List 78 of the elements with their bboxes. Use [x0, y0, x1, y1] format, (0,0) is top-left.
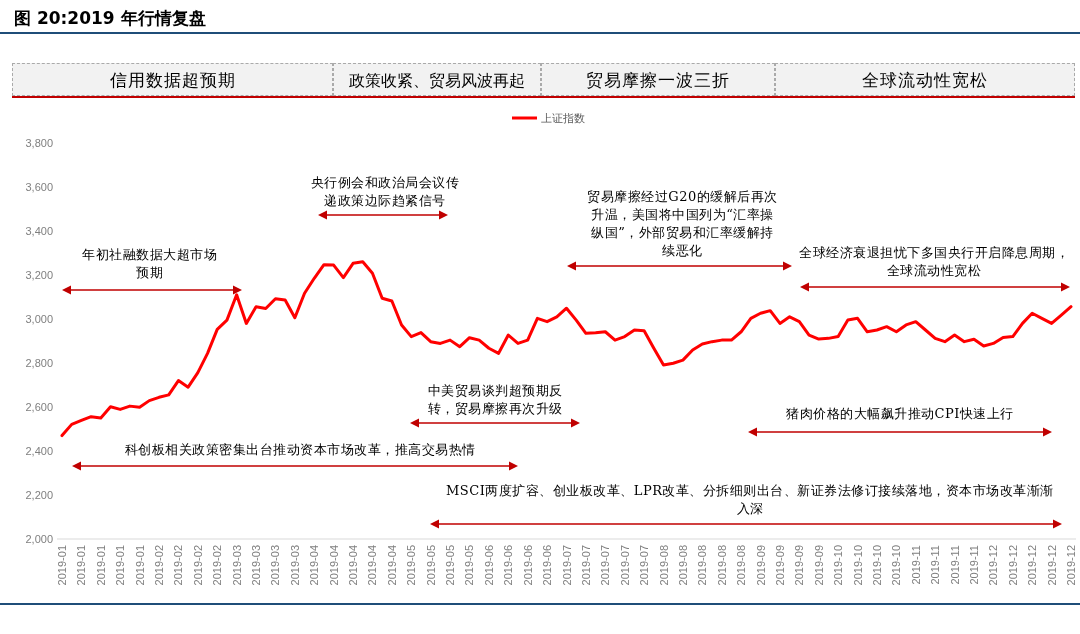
x-tick-label: 2019-09 [812, 545, 825, 586]
x-tick-label: 2019-08 [657, 545, 670, 586]
y-tick-label: 3,200 [25, 269, 53, 281]
x-tick-label: 2019-04 [308, 545, 321, 586]
x-tick-label: 2019-11 [967, 545, 980, 585]
x-tick-label: 2019-12 [1065, 545, 1077, 586]
x-tick-label: 2019-08 [715, 545, 728, 586]
text: 信用数据超预期 [12, 63, 333, 96]
x-tick-label: 2019-08 [676, 545, 689, 586]
x-tick-label: 2019-08 [696, 545, 709, 586]
y-tick-label: 2,600 [25, 401, 53, 413]
y-tick-label: 3,000 [25, 313, 53, 325]
annotation: 科创板相关政策密集出台推动资本市场改革，推高交易热情 [123, 441, 477, 459]
x-tick-label: 2019-03 [250, 545, 263, 586]
x-tick-label: 2019-07 [599, 545, 612, 586]
x-tick-label: 2019-10 [870, 545, 883, 586]
x-tick-label: 2019-05 [405, 545, 418, 586]
x-tick-label: 2019-08 [735, 545, 748, 586]
chart-title: 图 20:2019 年行情复盘 [14, 8, 206, 28]
x-tick-label: 2019-01 [114, 545, 127, 586]
x-tick-label: 2019-12 [1045, 545, 1058, 586]
y-tick-label: 2,400 [25, 445, 53, 457]
annotation: 央行例会和政治局会议传递政策边际趋紧信号 [309, 174, 461, 210]
x-tick-label: 2019-04 [347, 545, 360, 586]
x-tick-label: 2019-03 [288, 545, 301, 586]
x-tick-label: 2019-05 [463, 545, 476, 586]
annotation: MSCI两度扩容、创业板改革、LPR改革、分拆细则出台、新证券法修订接续落地，资本市场改革渐渐入深 [445, 482, 1055, 518]
x-tick-label: 2019-01 [94, 545, 107, 586]
x-tick-label: 2019-09 [793, 545, 806, 586]
x-tick-label: 2019-03 [269, 545, 282, 586]
x-tick-label: 2019-10 [890, 545, 903, 586]
text: 政策收紧、贸易风波再起 [333, 63, 541, 96]
x-tick-label: 2019-03 [230, 545, 243, 586]
x-tick-label: 2019-04 [385, 545, 398, 586]
x-tick-label: 2019-02 [172, 545, 185, 586]
y-tick-label: 2,200 [25, 489, 53, 501]
x-tick-label: 2019-07 [560, 545, 573, 586]
annotation: 年初社融数据大超市场预期 [82, 246, 217, 282]
y-tick-label: 3,600 [25, 181, 53, 193]
x-tick-label: 2019-02 [191, 545, 204, 586]
x-tick-label: 2019-06 [521, 545, 534, 586]
x-tick-label: 2019-07 [618, 545, 631, 586]
text: 全球流动性宽松 [775, 63, 1075, 96]
x-tick-label: 2019-11 [929, 545, 942, 585]
legend-label: 上证指数 [541, 112, 585, 125]
x-tick-label: 2019-12 [1026, 545, 1039, 586]
annotation: 全球经济衰退担忧下多国央行开启降息周期，全球流动性宽松 [798, 244, 1070, 280]
x-tick-label: 2019-06 [541, 545, 554, 586]
x-tick-label: 2019-06 [502, 545, 515, 586]
line-series [60, 260, 1073, 438]
x-tick-label: 2019-04 [366, 545, 379, 586]
y-tick-label: 3,800 [25, 137, 53, 149]
x-tick-label: 2019-09 [773, 545, 786, 586]
x-tick-label: 2019-11 [948, 545, 961, 585]
y-tick-label: 3,400 [25, 225, 53, 237]
x-tick-label: 2019-05 [444, 545, 457, 586]
x-tick-label: 2019-01 [56, 545, 68, 586]
text: 贸易摩擦一波三折 [541, 63, 775, 96]
x-tick-label: 2019-07 [638, 545, 651, 586]
x-tick-label: 2019-12 [1006, 545, 1019, 586]
y-tick-label: 2,800 [25, 357, 53, 369]
x-tick-label: 2019-12 [987, 545, 1000, 586]
x-tick-label: 2019-01 [75, 545, 88, 586]
x-tick-label: 2019-04 [327, 545, 340, 586]
x-tick-label: 2019-09 [754, 545, 767, 586]
x-tick-label: 2019-10 [851, 545, 864, 586]
x-tick-label: 2019-02 [153, 545, 166, 586]
x-tick-label: 2019-06 [482, 545, 495, 586]
x-tick-label: 2019-01 [133, 545, 146, 586]
x-tick-label: 2019-11 [909, 545, 922, 585]
annotation: 猪肉价格的大幅飙升推动CPI快速上行 [785, 405, 1015, 423]
y-tick-label: 2,000 [25, 533, 53, 545]
x-tick-label: 2019-07 [579, 545, 592, 586]
x-tick-label: 2019-10 [832, 545, 845, 586]
x-tick-label: 2019-02 [211, 545, 224, 586]
annotation: 中美贸易谈判超预期反转，贸易摩擦再次升级 [426, 382, 564, 418]
x-tick-label: 2019-05 [424, 545, 437, 586]
annotation: 贸易摩擦经过G20的缓解后再次升温，美国将中国列为“汇率操纵国”，外部贸易和汇率缓解持续恶化 [586, 188, 779, 260]
